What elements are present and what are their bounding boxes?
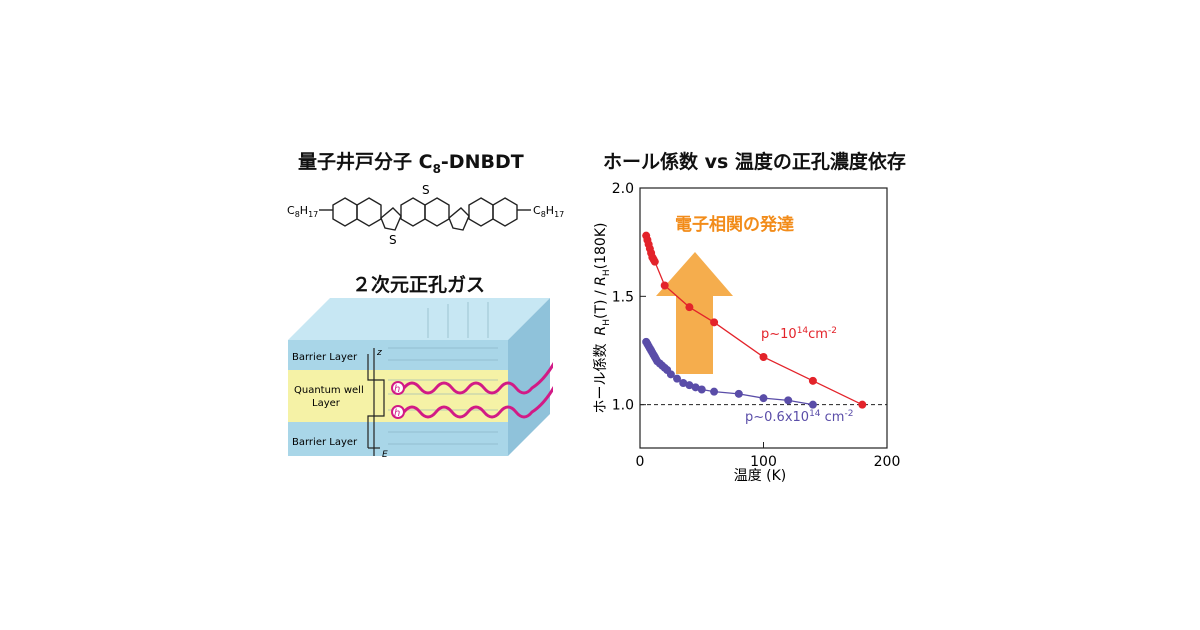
data-point-1 <box>685 381 694 390</box>
sulfur-label-top: S <box>422 183 430 197</box>
hole-wave-1 <box>402 361 553 395</box>
barrier-bottom-label: Barrier Layer <box>292 437 358 448</box>
data-point-1 <box>673 374 682 383</box>
data-point-0 <box>759 353 768 361</box>
data-point-0 <box>808 376 817 385</box>
e-axis-label: E <box>382 450 388 460</box>
blue-series-label: p~0.6x1014 cm-2 <box>745 409 853 425</box>
data-point-0 <box>660 281 669 290</box>
x-tick-label: 0 <box>636 454 645 470</box>
top-face <box>288 298 550 340</box>
molecule-structure: S S C8H17 C8H17 <box>287 183 564 247</box>
x-axis-label: 温度 (K) <box>734 468 787 484</box>
barrier-bottom <box>288 422 508 456</box>
data-point-1 <box>666 370 675 379</box>
data-point-0 <box>858 400 867 409</box>
barrier-top-label: Barrier Layer <box>292 352 358 363</box>
data-point-1 <box>808 400 817 409</box>
molecule-title: 量子井戸分子 C8-DNBDT <box>298 151 524 176</box>
data-point-1 <box>759 394 768 403</box>
quantum-well-label: Quantum well <box>294 385 364 396</box>
data-point-0 <box>685 303 694 312</box>
data-point-1 <box>679 379 688 387</box>
hole-label-1: h <box>394 384 400 395</box>
hole-wave-2 <box>402 385 553 419</box>
z-axis-label: z <box>376 348 382 358</box>
red-series-label: p~1014cm-2 <box>761 326 837 342</box>
barrier-top <box>288 340 508 370</box>
data-point-1 <box>734 389 743 398</box>
annotation-label: 電子相関の発達 <box>675 214 794 235</box>
y-tick-label: 1.0 <box>612 398 634 414</box>
data-point-1 <box>784 396 793 405</box>
data-point-1 <box>710 387 719 396</box>
y-tick-label: 1.5 <box>612 289 634 305</box>
increase-arrow <box>656 252 733 374</box>
substituent-label-right: C8H17 <box>533 204 564 219</box>
hole-label-2: h <box>394 408 400 419</box>
data-point-0 <box>710 318 719 327</box>
layer-label: Layer <box>312 398 341 409</box>
substituent-label-left: C8H17 <box>287 204 318 219</box>
molecule-rings <box>319 197 531 231</box>
data-point-0 <box>650 257 659 266</box>
hall-chart: 0 100 200 1.0 1.5 2.0 電子相関の発達 p~1014cm-2 p~0.… <box>593 181 901 484</box>
hole-marker-1 <box>391 381 405 395</box>
chart-title: ホール係数 vs 温度の正孔濃度依存 <box>603 151 906 173</box>
molecule-texture <box>388 302 498 445</box>
x-tick-label: 200 <box>874 454 901 470</box>
layer-diagram: Barrier Layer Quantum well Layer Barrier… <box>288 298 553 460</box>
sulfur-label-bottom: S <box>389 233 397 247</box>
gas-title: ２次元正孔ガス <box>352 274 486 296</box>
data-point-1 <box>691 383 700 392</box>
potential-profile <box>367 348 385 456</box>
hole-marker-2 <box>391 405 405 419</box>
data-point-1 <box>697 385 706 394</box>
y-axis-label: ホール係数RH(T) / RH(180K) <box>593 223 612 414</box>
y-tick-label: 2.0 <box>612 181 634 197</box>
x-tick-label: 100 <box>750 454 777 470</box>
